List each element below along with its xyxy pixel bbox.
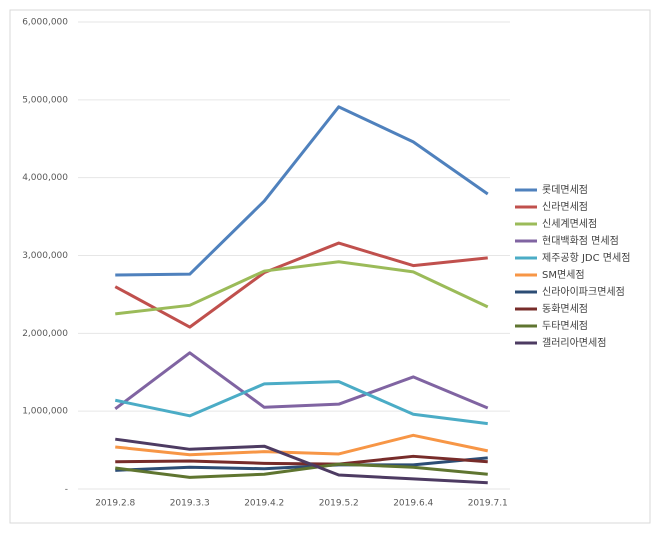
legend-label: 제주공항 JDC 면세점: [542, 252, 630, 264]
series-line: [115, 454, 488, 466]
legend-label: 신세계면세점: [542, 218, 597, 230]
series-line: [115, 260, 489, 316]
y-tick-label: 1,000,000: [22, 407, 68, 417]
x-tick-label: 2019.4.2: [244, 499, 284, 509]
legend-label: 현대백화점 면세점: [542, 235, 619, 247]
legend-label: 두타면세점: [542, 320, 588, 332]
series-line: [115, 462, 488, 479]
legend-label: 신라아이파크면세점: [542, 286, 625, 298]
legend-label: 갤러리아면세점: [542, 337, 606, 349]
x-tick-label: 2019.2.8: [95, 499, 135, 509]
y-tick-label: 4,000,000: [22, 173, 68, 183]
x-tick-label: 2019.3.3: [170, 499, 210, 509]
x-tick-label: 2019.5.2: [319, 499, 359, 509]
y-tick-label: 3,000,000: [22, 251, 68, 261]
legend-label: SM면세점: [542, 269, 585, 281]
series-line: [114, 351, 489, 411]
series-line: [115, 105, 489, 277]
legend-label: 동화면세점: [542, 303, 588, 315]
series-line: [115, 456, 488, 472]
x-tick-label: 2019.7.1: [468, 499, 508, 509]
series-line: [114, 241, 488, 329]
y-tick-label: 6,000,000: [22, 18, 68, 28]
y-tick-label: 5,000,000: [22, 95, 68, 105]
chart-frame: [9, 9, 651, 524]
series-line: [115, 437, 488, 485]
legend-label: 롯데면세점: [542, 184, 588, 196]
legend-label: 신라면세점: [542, 201, 588, 213]
y-tick-label: 2,000,000: [22, 329, 68, 339]
series-line: [114, 380, 488, 426]
x-tick-label: 2019.6.4: [393, 499, 433, 509]
series-line: [115, 433, 489, 457]
y-tick-label: -: [65, 485, 68, 495]
